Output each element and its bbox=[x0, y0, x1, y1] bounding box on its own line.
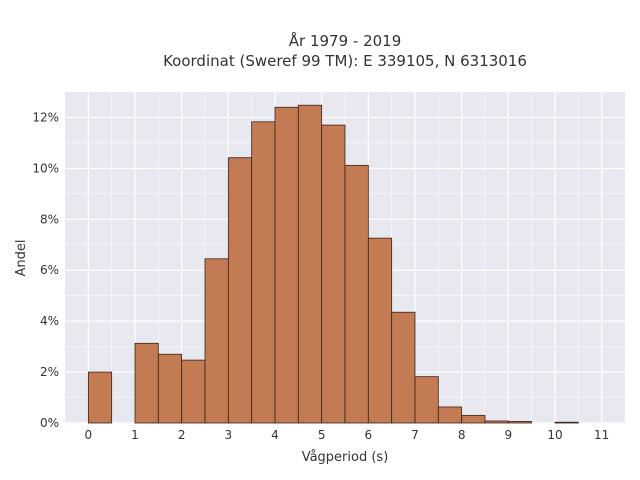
histogram-bar-12 bbox=[391, 311, 416, 424]
x-axis-title: Vågperiod (s) bbox=[302, 450, 389, 465]
x-tick-label-2: 2 bbox=[178, 428, 186, 442]
y-tick-label-5: 10% bbox=[32, 161, 59, 175]
y-tick-label-6: 12% bbox=[32, 110, 59, 124]
histogram-bar-1 bbox=[134, 342, 159, 424]
histogram-bar-18 bbox=[554, 421, 579, 424]
histogram-bar-6 bbox=[251, 121, 276, 424]
histogram-bar-10 bbox=[344, 164, 369, 424]
y-axis-ticks: 0% 2% 4% 6% 8% 10% 12% bbox=[32, 110, 59, 430]
y-tick-label-2: 4% bbox=[40, 314, 59, 328]
histogram-bar-11 bbox=[367, 237, 393, 424]
y-tick-label-4: 8% bbox=[40, 212, 59, 226]
y-tick-label-0: 0% bbox=[40, 416, 59, 430]
histogram-bar-14 bbox=[437, 406, 463, 424]
x-tick-label-6: 6 bbox=[365, 428, 373, 442]
histogram-bar-15 bbox=[461, 414, 486, 424]
y-tick-label-1: 2% bbox=[40, 365, 59, 379]
x-tick-label-5: 5 bbox=[318, 428, 326, 442]
histogram-bar-13 bbox=[414, 376, 439, 424]
chart-title-line-1: År 1979 - 2019 bbox=[289, 31, 402, 50]
x-tick-label-8: 8 bbox=[458, 428, 466, 442]
histogram-bar-16 bbox=[484, 420, 509, 424]
x-tick-label-10: 10 bbox=[547, 428, 562, 442]
x-tick-label-0: 0 bbox=[85, 428, 93, 442]
x-tick-label-1: 1 bbox=[131, 428, 139, 442]
bars bbox=[87, 104, 579, 424]
chart-title-line-2: Koordinat (Sweref 99 TM): E 339105, N 63… bbox=[163, 52, 527, 70]
x-axis-ticks: 0 1 2 3 4 5 6 7 8 9 10 11 bbox=[85, 428, 610, 442]
histogram-bar-4 bbox=[204, 258, 229, 424]
histogram-bar-8 bbox=[297, 104, 323, 424]
histogram-bar-7 bbox=[274, 106, 299, 424]
x-tick-label-4: 4 bbox=[271, 428, 279, 442]
x-tick-label-11: 11 bbox=[594, 428, 609, 442]
histogram-bar-0 bbox=[87, 371, 113, 424]
histogram-bar-9 bbox=[321, 124, 346, 424]
x-tick-label-7: 7 bbox=[411, 428, 419, 442]
histogram-bar-3 bbox=[181, 359, 206, 424]
x-tick-label-9: 9 bbox=[505, 428, 513, 442]
x-tick-label-3: 3 bbox=[225, 428, 233, 442]
y-axis-title: Andel bbox=[14, 240, 29, 277]
histogram-bar-5 bbox=[227, 157, 253, 424]
y-tick-label-3: 6% bbox=[40, 263, 59, 277]
histogram-bar-2 bbox=[157, 353, 183, 424]
histogram-bar-17 bbox=[507, 421, 533, 424]
